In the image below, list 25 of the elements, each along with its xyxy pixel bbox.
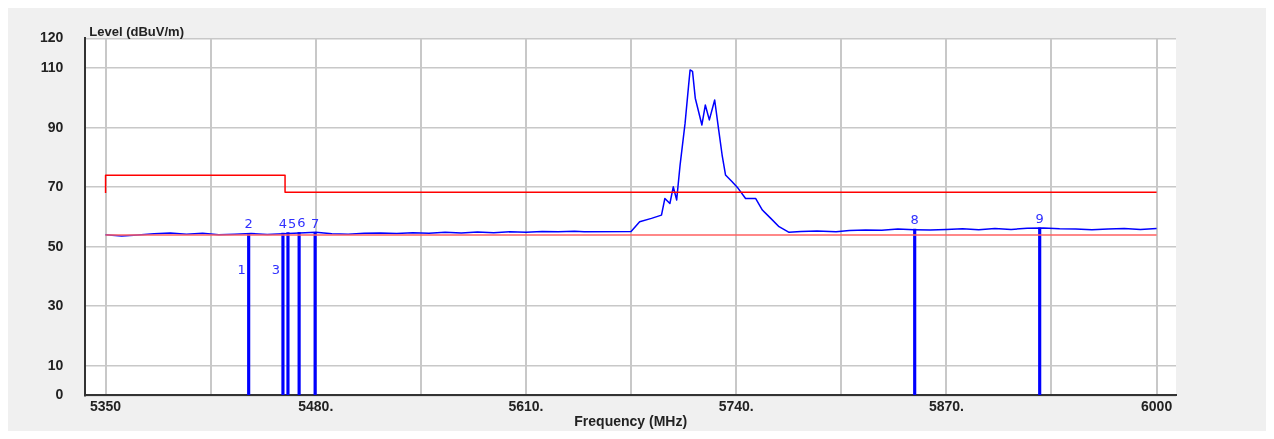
x-tick-label: 5350 <box>89 397 122 414</box>
x-tick-label: 6000 <box>1141 397 1173 414</box>
annotation: 7 <box>310 215 320 231</box>
annotation: 1 <box>237 261 246 277</box>
annotation: 6 <box>297 215 306 231</box>
annotation: 3 <box>271 261 280 277</box>
annotation: 2 <box>244 216 253 232</box>
annotation: 4 <box>278 215 288 231</box>
y-tick-label: 70 <box>47 178 64 195</box>
y-tick-label: 30 <box>47 297 64 314</box>
y-tick-label: 50 <box>47 237 64 254</box>
x-tick-label: 5480. <box>298 397 334 414</box>
y-tick-label: 110 <box>40 59 64 76</box>
x-axis-title: Frequency (MHz) <box>574 413 688 430</box>
y-tick-label: 10 <box>47 356 64 373</box>
x-tick-label: 5610. <box>508 397 544 414</box>
x-tick-label: 5870. <box>928 397 964 414</box>
y-tick-label: 120 <box>40 29 64 46</box>
y-tick-label: 90 <box>47 118 64 135</box>
annotation: 8 <box>910 211 919 227</box>
annotation: 5 <box>288 215 297 231</box>
y-axis-title: Level (dBuV/m) <box>89 24 184 40</box>
x-tick-label: 5740. <box>718 397 754 414</box>
y-tick-label: 0 <box>55 386 64 403</box>
annotation: 9 <box>1035 210 1044 226</box>
